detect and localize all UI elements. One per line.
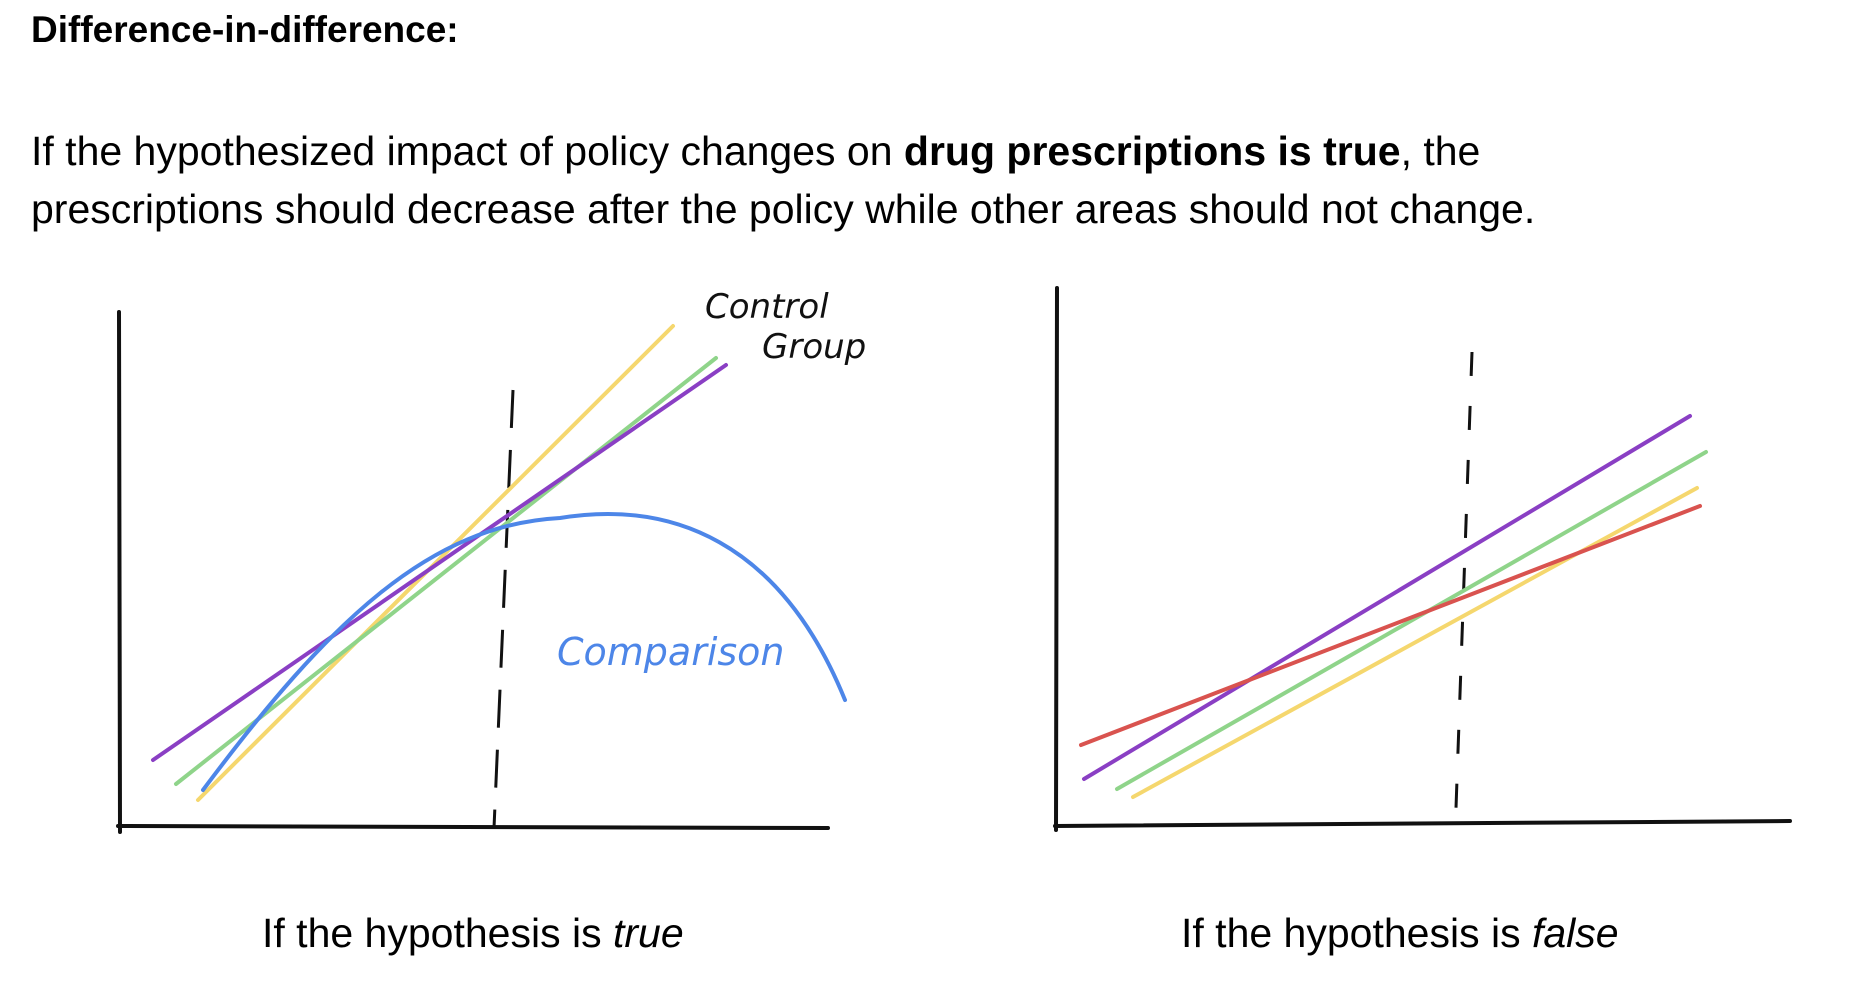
intro-line-1-start: If the hypothesized impact of policy cha… — [31, 128, 904, 174]
left-caption-text: If the hypothesis is — [262, 910, 613, 956]
right-x-axis — [1053, 819, 1792, 828]
left-caption: If the hypothesis is true — [262, 905, 684, 961]
right-yellow-line — [1131, 486, 1699, 799]
left-purple-line — [151, 363, 728, 762]
control-group-label-line1: Control — [705, 287, 829, 327]
comparison-label: Comparison — [557, 630, 785, 674]
left-green-line — [174, 356, 718, 786]
intro-line-1: If the hypothesized impact of policy cha… — [31, 122, 1831, 180]
intro-line-1-bold: drug prescriptions is true — [903, 128, 1401, 174]
intro-paragraph: If the hypothesized impact of policy cha… — [31, 122, 1831, 238]
right-caption-emphasis: false — [1531, 910, 1619, 956]
right-y-axis — [1054, 286, 1059, 832]
left-policy-dashed-line — [492, 389, 515, 829]
right-diagram — [1053, 286, 1792, 832]
right-caption-text: If the hypothesis is — [1181, 910, 1532, 956]
right-purple-line — [1082, 414, 1692, 781]
intro-line-2: prescriptions should decrease after the … — [31, 186, 1536, 232]
left-diagram: Control Group Comparison — [116, 287, 866, 834]
left-y-axis — [117, 310, 122, 834]
section-heading: Difference-in-difference: — [31, 9, 459, 50]
right-red-line — [1079, 504, 1702, 747]
left-x-axis — [116, 824, 830, 830]
right-green-line — [1115, 450, 1708, 791]
left-comparison-curve — [201, 512, 847, 792]
intro-line-1-end: , the — [1400, 128, 1481, 174]
right-policy-dashed-line — [1454, 351, 1474, 809]
left-caption-emphasis: true — [612, 910, 684, 956]
right-caption: If the hypothesis is false — [1181, 905, 1619, 961]
control-group-label-line2: Group — [762, 327, 866, 367]
